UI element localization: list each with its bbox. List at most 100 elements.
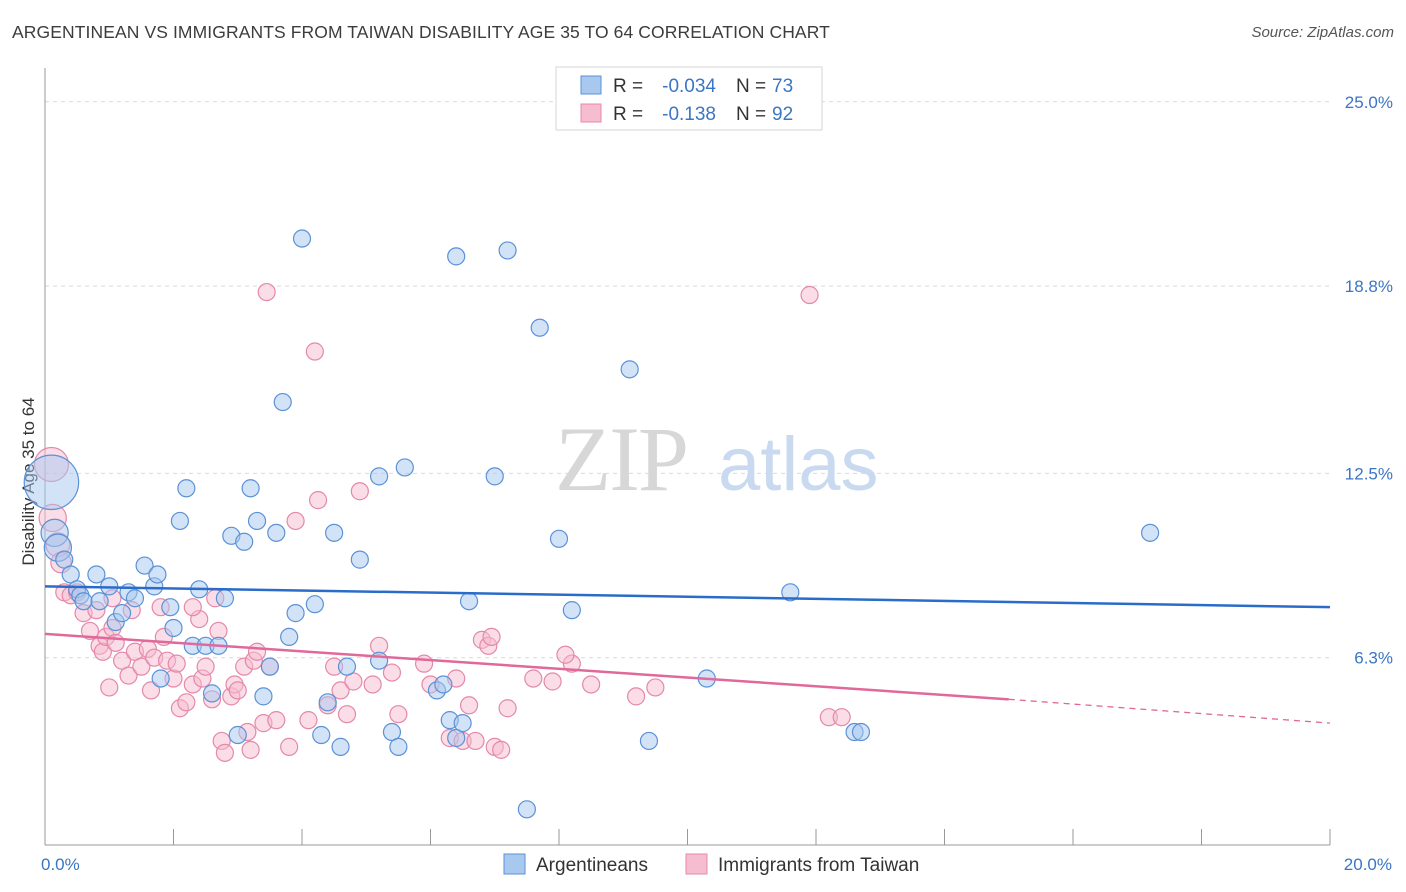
series-legend: Argentineans Immigrants from Taiwan [503,853,919,876]
taiwan-point-71 [466,731,485,751]
argentineans-point-72 [370,651,389,670]
source-label: Source: ZipAtlas.com [1251,24,1394,41]
gridlines [45,101,1330,659]
argentineans-point-45 [331,737,350,756]
argentineans-point-7 [74,592,93,611]
argentineans-point-51 [395,458,414,477]
legend-n-label-0: N = [736,76,766,97]
watermark-zip: ZIP [555,408,687,510]
taiwan-point-20 [132,657,151,676]
argentineans-point-68 [781,583,800,602]
taiwan-point-30 [177,693,196,712]
argentineans-point-71 [1140,523,1160,542]
argentineans-point-31 [235,532,254,551]
argentineans-point-28 [215,589,234,608]
argentineans-point-61 [517,800,536,819]
taiwan-point-62 [363,675,382,694]
argentineans-point-50 [389,737,408,756]
argentineans-point-47 [350,550,369,569]
y-tick-label-1: 12.5% [1345,464,1393,483]
argentineans-point-8 [87,565,106,584]
taiwan-point-87 [183,598,202,617]
taiwan-point-47 [247,642,267,661]
y-tick-label-3: 25.0% [1345,93,1393,112]
taiwan-point-65 [414,654,434,673]
argentineans-point-60 [498,241,517,260]
taiwan-point-15 [106,633,125,652]
taiwan-trend-line-extension [1008,698,1331,724]
legend-label-argentineans: Argentineans [536,855,648,876]
argentineans-point-0 [23,454,80,511]
taiwan-point-60 [337,705,357,724]
taiwan-point-88 [556,645,575,664]
legend-swatch-1 [580,103,602,123]
taiwan-point-70 [459,696,479,715]
argentineans-point-36 [267,523,286,542]
taiwan-point-55 [305,342,324,361]
y-tick-label-0: 6.3% [1354,649,1393,668]
x-tick-label-right: 20.0% [1344,855,1392,874]
taiwan-point-51 [267,711,286,730]
legend-r-label-0: R = [613,76,643,97]
taiwan-point-28 [167,654,186,673]
argentineans-point-18 [151,669,170,688]
watermark: ZIP atlas [555,408,879,510]
argentineans-point-64 [562,601,581,620]
taiwan-point-49 [257,282,276,302]
series-argentineans-points [23,229,1160,819]
taiwan-point-22 [141,681,161,700]
argentineans-point-57 [447,247,466,266]
taiwan-point-64 [389,705,408,724]
argentineans-point-20 [164,618,183,638]
argentineans-point-37 [273,392,292,412]
argentineans-point-21 [170,511,190,531]
argentineans-point-35 [260,657,279,676]
legend-r-value-0: -0.034 [662,76,716,97]
y-tick-labels: 6.3% 12.5% 18.8% 25.0% [1345,93,1393,668]
taiwan-point-81 [626,687,646,706]
legend-n-value-0: 73 [772,76,793,97]
taiwan-point-53 [286,511,305,531]
stats-legend: R = -0.034 N = 73 R = -0.138 N = 92 [555,66,823,131]
y-tick-label-2: 18.8% [1345,277,1393,296]
argentineans-point-42 [312,725,331,745]
taiwan-point-76 [498,699,517,718]
argentineans-point-59 [485,467,504,486]
argentineans-point-9 [90,592,109,611]
argentineans-point-34 [254,687,273,706]
argentineans-point-26 [202,684,222,703]
argentineans-point-65 [620,360,639,379]
argentineans-point-30 [228,725,247,745]
taiwan-point-42 [228,681,247,700]
argentineans-point-58 [459,592,479,611]
taiwan-point-84 [832,708,851,727]
watermark-atlas: atlas [718,422,879,507]
argentineans-point-12 [112,604,132,623]
taiwan-point-59 [331,681,350,700]
legend-r-label-1: R = [613,104,643,125]
taiwan-point-34 [196,657,215,676]
legend-swatch-taiwan [685,853,708,875]
argentineans-point-66 [639,731,659,751]
taiwan-point-80 [582,675,601,694]
chart-title: ARGENTINEAN VS IMMIGRANTS FROM TAIWAN DI… [12,22,830,42]
legend-n-label-1: N = [736,104,766,125]
argentineans-point-62 [530,318,549,337]
taiwan-point-45 [241,740,260,759]
argentineans-point-63 [549,529,569,548]
argentineans-point-70 [851,722,871,742]
argentineans-point-53 [434,675,453,694]
taiwan-point-82 [646,678,665,697]
argentineans-point-32 [241,479,260,498]
argentineans-point-22 [177,479,196,498]
taiwan-point-90 [382,663,402,682]
argentineans-point-15 [135,556,154,575]
argentineans-point-38 [280,627,299,646]
legend-r-value-1: -0.138 [662,104,716,125]
argentineans-point-46 [337,657,357,676]
argentineans-point-17 [148,565,167,584]
taiwan-point-78 [543,672,562,691]
argentineans-point-19 [161,598,180,617]
taiwan-point-75 [492,740,511,759]
